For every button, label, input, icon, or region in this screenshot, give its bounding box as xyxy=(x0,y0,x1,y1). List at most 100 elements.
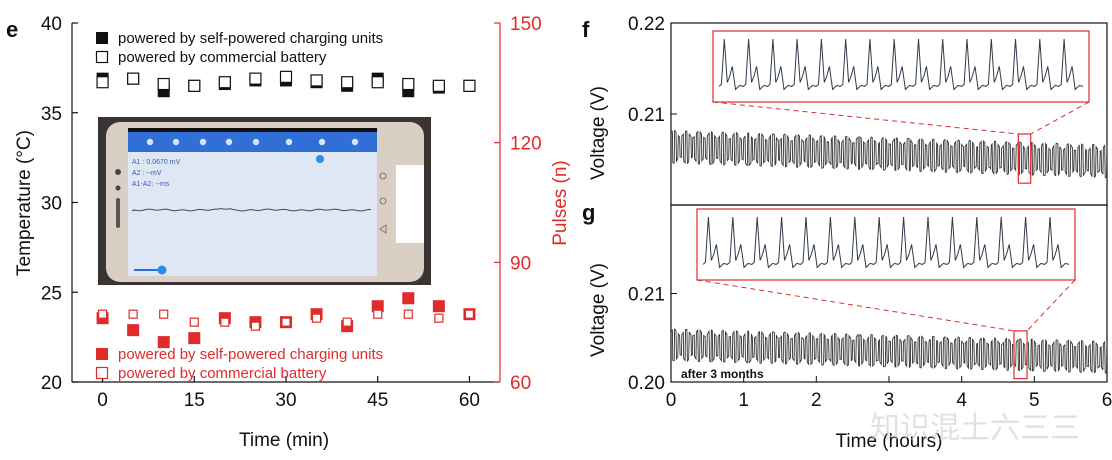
toolbar-icon xyxy=(199,138,207,146)
panel-g-callout-left xyxy=(696,279,1015,332)
tick-label-left-e: 40 xyxy=(41,14,62,35)
legend-bottom-e-marker-open xyxy=(95,366,109,380)
drop-marker-icon xyxy=(316,155,324,163)
y-axis-title-e: Temperature (°C) xyxy=(14,130,35,276)
phone-slider-knob xyxy=(157,265,167,275)
marker-series-2 xyxy=(188,332,201,345)
tick-label-right-e: 120 xyxy=(510,134,542,155)
marker-series-3 xyxy=(311,313,322,323)
toolbar-icon xyxy=(225,138,233,146)
tick-label-left-e: 25 xyxy=(41,283,62,304)
tick-label-left-g: 0.21 xyxy=(628,285,665,306)
panel-g: g 0.21 0.200 1 2 3 4 5 6 Voltage (V) Time (hours) a… xyxy=(582,200,1112,452)
panel-g-zoom-waveform xyxy=(702,216,1070,269)
phone-readout-line: A1 : 0.0670 mV xyxy=(132,159,181,166)
photo-label-card xyxy=(396,165,424,243)
tick-label-bottom-e: 60 xyxy=(459,390,480,411)
marker-series-1 xyxy=(157,77,170,91)
panel-e: e 20 25 30 35 40 60 90 120 150 0 15 30 45 60 Time (min)… xyxy=(6,14,571,451)
marker-series-2 xyxy=(402,292,415,305)
legend-bottom-e-label: powered by self-powered charging units xyxy=(118,346,383,363)
toolbar-icon xyxy=(351,138,359,146)
panel-label-g: g xyxy=(582,200,595,225)
voltage-signal-g xyxy=(670,328,1108,374)
marker-series-3 xyxy=(189,317,199,327)
x-axis-title-e: Time (min) xyxy=(239,430,329,451)
x-axis-title-g: Time (hours) xyxy=(836,431,943,452)
marker-series-3 xyxy=(250,321,261,331)
legend-bottom-e-label: powered by commercial battery xyxy=(118,365,327,382)
panel-f-zoom-box xyxy=(1017,133,1032,184)
marker-series-1 xyxy=(279,70,293,83)
tick-label-bottom-e: 45 xyxy=(367,390,388,411)
phone-inset-photo: A1 : 0.0670 mV A2 : --mV A1-A2: --ms xyxy=(98,117,431,285)
marker-series-2 xyxy=(157,336,170,349)
marker-series-3 xyxy=(159,309,169,319)
marker-series-2 xyxy=(371,300,384,313)
phone-nav-button xyxy=(379,172,387,180)
marker-series-3 xyxy=(342,317,352,327)
phone-nav-button xyxy=(379,197,387,205)
marker-series-3 xyxy=(220,317,230,327)
marker-series-2 xyxy=(432,300,445,313)
legend-top-e-label: powered by self-powered charging units xyxy=(118,30,383,47)
phone-status-bar xyxy=(128,128,377,132)
panel-f-zoom-inset xyxy=(712,30,1090,103)
panel-label-f: f xyxy=(582,17,590,42)
marker-series-3 xyxy=(128,309,138,319)
marker-series-1 xyxy=(341,76,354,89)
tick-label-bottom-e: 0 xyxy=(97,390,108,411)
tick-label-left-g: 0.20 xyxy=(628,373,665,394)
marker-series-3 xyxy=(464,309,475,319)
y-axis-title-g: Voltage (V) xyxy=(588,263,609,357)
panel-g-zoom-inset xyxy=(696,208,1076,281)
tick-label-bottom-g: 5 xyxy=(1029,390,1040,411)
tick-label-right-e: 60 xyxy=(510,373,531,394)
marker-series-1 xyxy=(432,79,445,92)
phone-sensor-dot xyxy=(115,185,121,191)
panel-label-e: e xyxy=(6,17,18,42)
tick-label-bottom-g: 3 xyxy=(884,390,895,411)
watermark-text: 知识混土六三三 xyxy=(870,412,1080,445)
y2-axis-title-e: Pulses (n) xyxy=(550,160,571,246)
marker-series-1 xyxy=(402,77,415,91)
legend-top-e-label: powered by commercial battery xyxy=(118,49,327,66)
marker-series-1 xyxy=(188,79,201,92)
phone-screen xyxy=(128,128,377,276)
marker-series-2 xyxy=(127,324,140,337)
tick-label-left-f: 0.22 xyxy=(628,14,665,35)
tick-label-right-e: 150 xyxy=(510,14,542,35)
panel-g-zoom-box xyxy=(1013,330,1028,380)
panel-f-callout-left xyxy=(712,101,1019,135)
voltage-signal-f xyxy=(670,129,1108,179)
toolbar-icon xyxy=(285,138,293,146)
tick-label-bottom-g: 2 xyxy=(811,390,822,411)
tick-label-bottom-g: 6 xyxy=(1102,390,1112,411)
phone-nav-back xyxy=(379,224,387,234)
legend-top-e-marker-open xyxy=(95,50,109,64)
panel-f-zoom-waveform xyxy=(718,38,1084,91)
marker-series-1 xyxy=(371,76,384,89)
phone-readout-line: A2 : --mV xyxy=(132,170,162,177)
panel-f: f 0.22 0.21 Voltage (V) xyxy=(582,14,1108,206)
legend-top-e-marker-filled xyxy=(96,32,108,44)
tick-label-bottom-g: 0 xyxy=(666,390,677,411)
marker-series-3 xyxy=(97,309,108,319)
tick-label-bottom-e: 15 xyxy=(184,390,205,411)
tick-label-left-e: 20 xyxy=(41,373,62,394)
marker-series-3 xyxy=(403,309,413,319)
toolbar-icon xyxy=(318,138,326,146)
y-axis-title-f: Voltage (V) xyxy=(588,86,609,180)
panel-f-callout-right xyxy=(1030,101,1090,135)
toolbar-icon xyxy=(252,138,260,146)
tick-label-left-e: 35 xyxy=(41,104,62,125)
phone-speaker xyxy=(116,198,120,228)
marker-series-1 xyxy=(218,76,231,89)
annotation-after-3-months: after 3 months xyxy=(681,367,764,381)
marker-series-3 xyxy=(373,309,383,319)
toolbar-icon xyxy=(172,138,180,146)
panel-g-callout-right xyxy=(1026,279,1076,332)
tick-label-bottom-g: 4 xyxy=(956,390,967,411)
tick-label-left-f: 0.21 xyxy=(628,105,665,126)
